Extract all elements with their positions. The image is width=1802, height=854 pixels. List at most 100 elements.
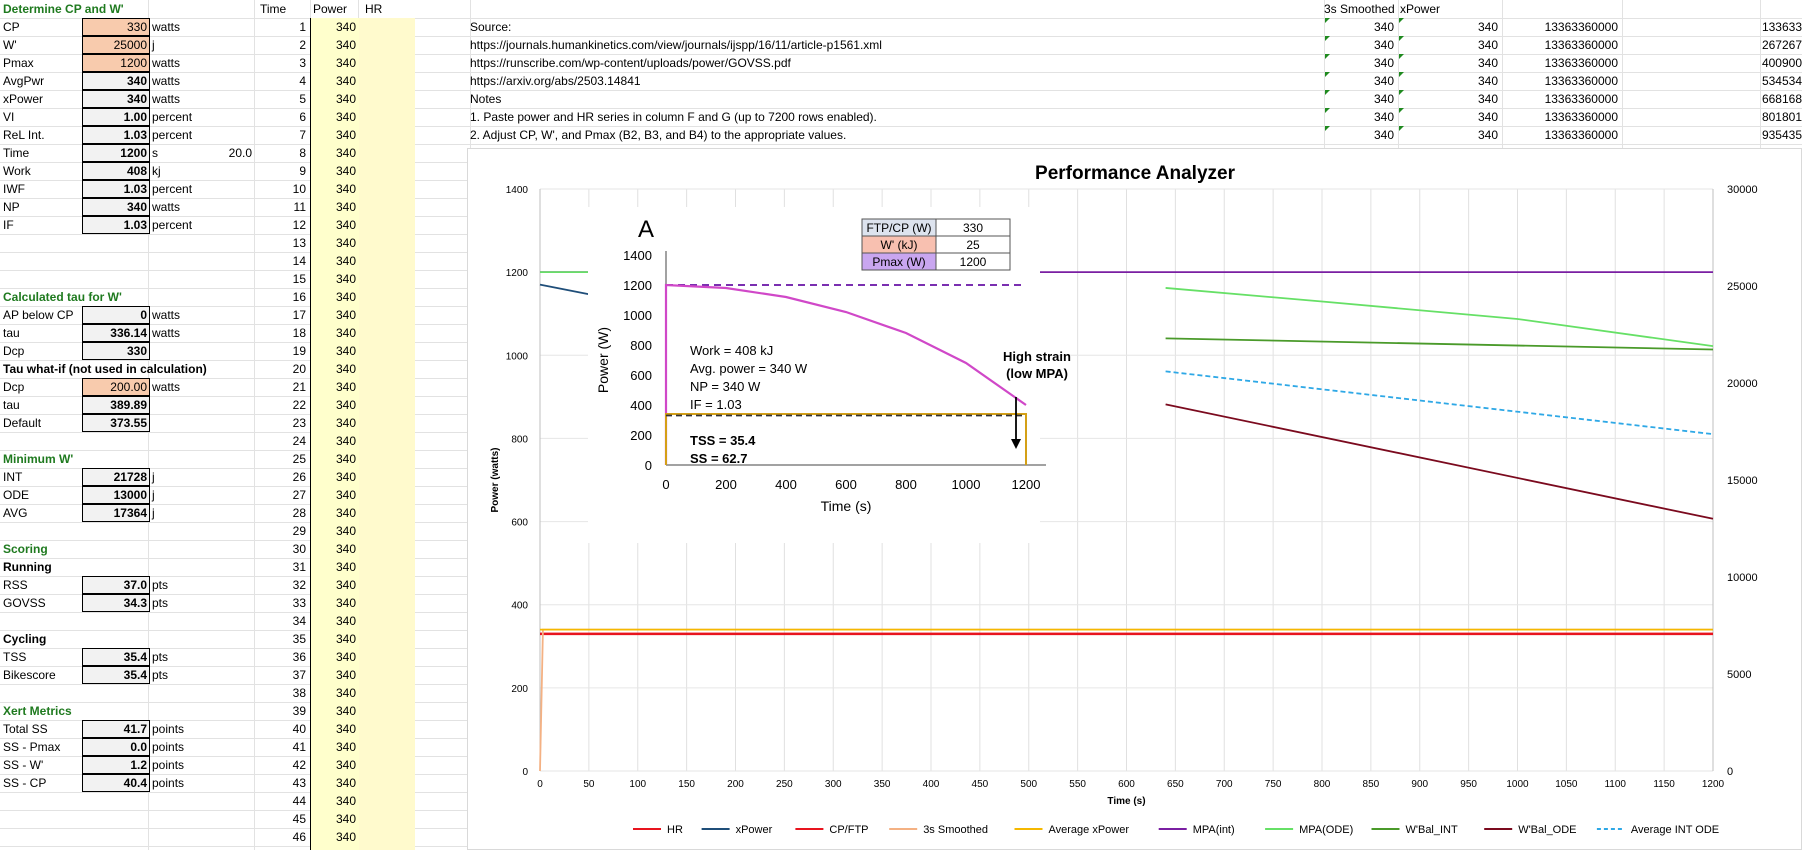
power-cell[interactable]: 340 <box>335 272 356 286</box>
power-cell[interactable]: 340 <box>335 38 356 52</box>
param-0-value[interactable]: 330 <box>82 18 150 36</box>
power-cell[interactable]: 340 <box>335 470 356 484</box>
whatif-1-value[interactable]: 389.89 <box>82 396 150 414</box>
power-cell[interactable]: 340 <box>335 146 356 160</box>
power-cell[interactable]: 340 <box>335 524 356 538</box>
xert-2-unit: points <box>152 758 185 772</box>
power-cell[interactable]: 340 <box>335 830 356 844</box>
running-0-value[interactable]: 37.0 <box>82 576 150 594</box>
note-line[interactable]: https://arxiv.org/abs/2503.14841 <box>470 74 641 88</box>
param-1-value[interactable]: 25000 <box>82 36 150 54</box>
y-tick-label: 1400 <box>506 185 529 196</box>
param-4-value[interactable]: 340 <box>82 90 150 108</box>
running-1-value[interactable]: 34.3 <box>82 594 150 612</box>
legend-item[interactable]: Average INT ODE <box>1596 824 1719 836</box>
power-cell[interactable]: 340 <box>335 506 356 520</box>
power-cell[interactable]: 340 <box>335 92 356 106</box>
min-1-value[interactable]: 13000 <box>82 486 150 504</box>
param-3-value[interactable]: 340 <box>82 72 150 90</box>
tau-1-value[interactable]: 336.14 <box>82 324 150 342</box>
power-cell[interactable]: 340 <box>335 308 356 322</box>
power-cell[interactable]: 340 <box>335 794 356 808</box>
tau-2-value[interactable]: 330 <box>82 342 150 360</box>
power-cell[interactable]: 340 <box>335 326 356 340</box>
legend-item[interactable]: Average xPower <box>1014 824 1130 836</box>
power-cell[interactable]: 340 <box>335 218 356 232</box>
xert-2-value[interactable]: 1.2 <box>82 756 150 774</box>
power-cell[interactable]: 340 <box>335 578 356 592</box>
power-cell[interactable]: 340 <box>335 290 356 304</box>
power-cell[interactable]: 340 <box>335 452 356 466</box>
power-cell[interactable]: 340 <box>335 812 356 826</box>
note-line: Notes <box>470 92 502 106</box>
power-cell[interactable]: 340 <box>335 398 356 412</box>
power-cell[interactable]: 340 <box>335 668 356 682</box>
power-cell[interactable]: 340 <box>335 722 356 736</box>
power-cell[interactable]: 340 <box>335 416 356 430</box>
legend-item[interactable]: CP/FTP <box>795 824 869 836</box>
power-cell[interactable]: 340 <box>335 254 356 268</box>
time-cell: 15 <box>292 272 306 286</box>
legend-item[interactable]: MPA(ODE) <box>1265 824 1353 836</box>
power-cell[interactable]: 340 <box>335 740 356 754</box>
col4-cell: 801801 <box>1761 110 1802 124</box>
power-cell[interactable]: 340 <box>335 650 356 664</box>
min-2-value[interactable]: 17364 <box>82 504 150 522</box>
param-10-value[interactable]: 340 <box>82 198 150 216</box>
power-cell[interactable]: 340 <box>335 182 356 196</box>
power-cell[interactable]: 340 <box>335 110 356 124</box>
power-cell[interactable]: 340 <box>335 704 356 718</box>
warning-marker <box>1325 126 1330 131</box>
power-cell[interactable]: 340 <box>335 776 356 790</box>
power-cell[interactable]: 340 <box>335 758 356 772</box>
power-cell[interactable]: 340 <box>335 128 356 142</box>
legend-item[interactable]: MPA(int) <box>1158 824 1235 836</box>
power-cell[interactable]: 340 <box>335 560 356 574</box>
power-cell[interactable]: 340 <box>335 200 356 214</box>
power-cell[interactable]: 340 <box>335 614 356 628</box>
power-cell[interactable]: 340 <box>335 380 356 394</box>
power-cell[interactable]: 340 <box>335 56 356 70</box>
cycling-1-value[interactable]: 35.4 <box>82 666 150 684</box>
min-0-value[interactable]: 21728 <box>82 468 150 486</box>
note-line[interactable]: https://runscribe.com/wp-content/uploads… <box>470 56 791 70</box>
note-line[interactable]: https://journals.humankinetics.com/view/… <box>470 38 882 52</box>
legend-item[interactable]: 3s Smoothed <box>889 824 988 836</box>
xert-3-value[interactable]: 40.4 <box>82 774 150 792</box>
power-cell[interactable]: 340 <box>335 362 356 376</box>
param-11-value[interactable]: 1.03 <box>82 216 150 234</box>
whatif-2-value[interactable]: 373.55 <box>82 414 150 432</box>
power-cell[interactable]: 340 <box>335 686 356 700</box>
param-10-unit: watts <box>152 200 181 214</box>
power-cell[interactable]: 340 <box>335 596 356 610</box>
param-9-value[interactable]: 1.03 <box>82 180 150 198</box>
power-cell[interactable]: 340 <box>335 20 356 34</box>
legend-item[interactable]: W'Bal_INT <box>1371 824 1458 836</box>
chart-area[interactable]: Performance Analyzer 0 50 100 150 200 250 300 35… <box>467 148 1802 850</box>
xert-1-value[interactable]: 0.0 <box>82 738 150 756</box>
param-8-value[interactable]: 408 <box>82 162 150 180</box>
legend-item[interactable]: W'Bal_ODE <box>1484 824 1577 836</box>
param-7-unit: s <box>152 146 158 160</box>
whatif-0-value[interactable]: 200.00 <box>82 378 150 396</box>
y-axis-label: Power (watts) <box>490 447 501 512</box>
cycling-0-value[interactable]: 35.4 <box>82 648 150 666</box>
power-cell[interactable]: 340 <box>335 434 356 448</box>
power-cell[interactable]: 340 <box>335 344 356 358</box>
tau-0-value[interactable]: 0 <box>82 306 150 324</box>
power-cell[interactable]: 340 <box>335 488 356 502</box>
power-cell[interactable]: 340 <box>335 542 356 556</box>
param-5-value[interactable]: 1.00 <box>82 108 150 126</box>
power-cell[interactable]: 340 <box>335 632 356 646</box>
xert-0-value[interactable]: 41.7 <box>82 720 150 738</box>
param-2-value[interactable]: 1200 <box>82 54 150 72</box>
param-6-value[interactable]: 1.03 <box>82 126 150 144</box>
param-7-value[interactable]: 1200 <box>82 144 150 162</box>
power-cell[interactable]: 340 <box>335 74 356 88</box>
x-tick-label: 1100 <box>1604 779 1626 790</box>
x-tick-label: 300 <box>825 779 842 790</box>
legend-item[interactable]: xPower <box>701 824 773 836</box>
power-cell[interactable]: 340 <box>335 164 356 178</box>
power-cell[interactable]: 340 <box>335 236 356 250</box>
legend-item[interactable]: HR <box>633 824 683 836</box>
